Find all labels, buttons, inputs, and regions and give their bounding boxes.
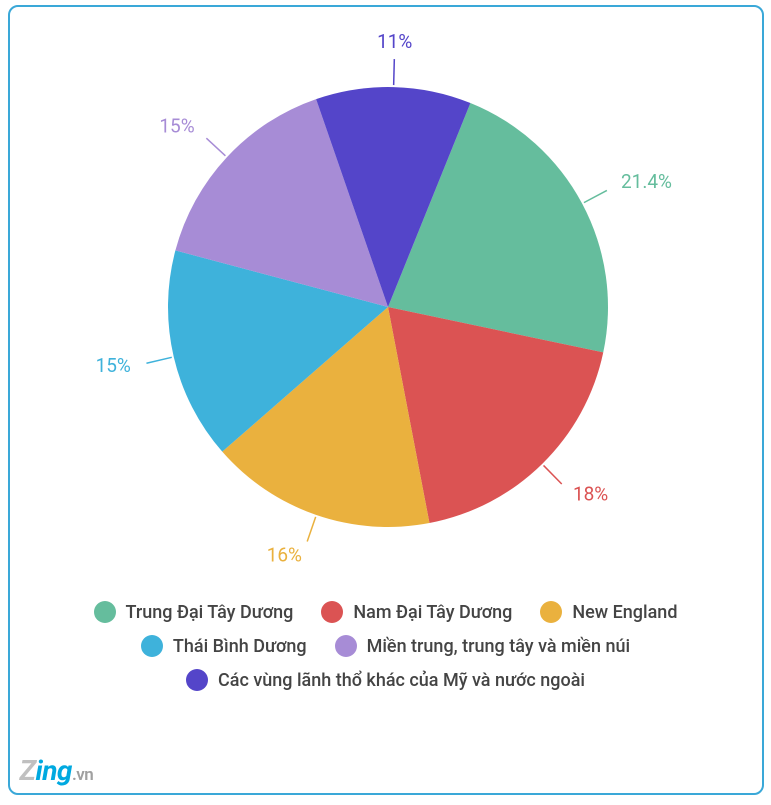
watermark-part2: ing [36, 754, 72, 787]
legend-swatch [186, 669, 208, 691]
legend-swatch [94, 601, 116, 623]
legend-item: Nam Đại Tây Dương [321, 601, 512, 623]
leader-line [543, 465, 561, 484]
chart-container: 21.4% 18% 16% 15% 15% 11% Trung Đại Tây Dương… [8, 5, 764, 795]
slice-percent-label: 18% [572, 482, 607, 505]
watermark-part1: Z [20, 754, 36, 787]
leader-line [146, 357, 171, 363]
pie-chart: 21.4% 18% 16% 15% 15% 11% [10, 7, 762, 597]
legend-item: Thái Bình Dương [141, 635, 307, 657]
legend-item: Miền trung, trung tây và miền núi [335, 635, 630, 657]
legend-item: Các vùng lãnh thổ khác của Mỹ và nước ng… [186, 669, 585, 691]
slice-percent-label: 15% [159, 114, 194, 137]
slice-percent-label: 15% [95, 354, 130, 377]
slice-percent-label: 11% [377, 30, 412, 53]
leader-line [307, 517, 315, 542]
legend: Trung Đại Tây Dương Nam Đại Tây Dương New … [10, 597, 762, 691]
legend-swatch [540, 601, 562, 623]
leader-line [393, 59, 394, 85]
legend-label: New England [572, 602, 677, 623]
legend-label: Các vùng lãnh thổ khác của Mỹ và nước ng… [218, 670, 585, 691]
legend-label: Nam Đại Tây Dương [353, 602, 512, 623]
legend-swatch [321, 601, 343, 623]
legend-label: Thái Bình Dương [173, 636, 307, 657]
legend-label: Trung Đại Tây Dương [126, 602, 294, 623]
leader-line [206, 138, 225, 156]
watermark: Zing.vn [20, 754, 94, 787]
pie-svg: 21.4% 18% 16% 15% 15% 11% [10, 7, 762, 597]
slice-percent-label: 21.4% [621, 170, 672, 193]
legend-item: Trung Đại Tây Dương [94, 601, 294, 623]
legend-swatch [141, 635, 163, 657]
legend-swatch [335, 635, 357, 657]
legend-item: New England [540, 601, 677, 623]
leader-line [583, 190, 606, 202]
slice-percent-label: 16% [266, 544, 301, 567]
watermark-part3: .vn [72, 765, 93, 785]
legend-label: Miền trung, trung tây và miền núi [367, 636, 630, 657]
